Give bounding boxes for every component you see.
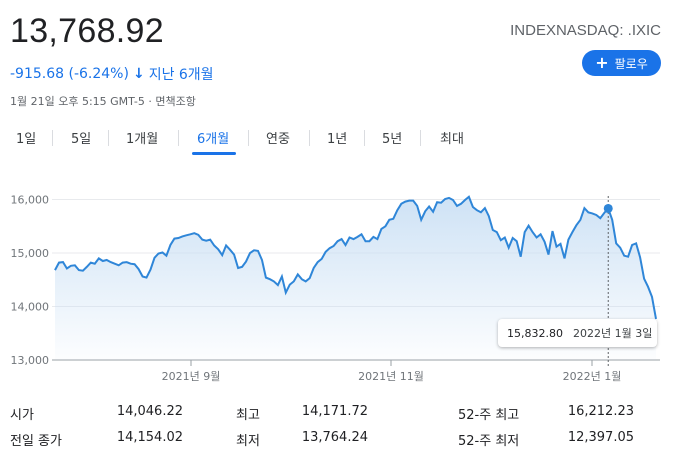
tab-divider (108, 130, 109, 146)
x-tick-label: 2021년 9월 (162, 370, 221, 383)
tab-divider (248, 130, 249, 146)
arrow-down-icon: ↓ (132, 66, 145, 82)
price-change: -915.68 (-6.24%) (10, 66, 129, 82)
stat-high-label: 최고 (236, 408, 260, 423)
tab-divider (52, 130, 53, 146)
stat-prev-close-label: 전일 종가 (10, 434, 62, 449)
plus-icon: + (595, 53, 609, 72)
change-row: -915.68 (-6.24%) ↓ 지난 6개월 (10, 64, 214, 84)
tab-divider (420, 130, 421, 146)
y-tick-label: 13,000 (11, 354, 50, 367)
price-chart[interactable]: 16,000 15,000 14,000 13,000 2021년 9월 2021년 1… (0, 176, 686, 388)
stat-low-value: 13,764.24 (301, 430, 368, 445)
tab-5d[interactable]: 5일 (71, 132, 92, 147)
tab-1y[interactable]: 1년 (327, 132, 348, 147)
y-tick-label: 14,000 (11, 301, 50, 314)
stat-open-label: 시가 (10, 408, 34, 423)
tab-divider (178, 130, 179, 146)
stat-52w-high-label: 52-주 최고 (458, 408, 520, 423)
ticker-symbol: INDEXNASDAQ: .IXIC (510, 22, 661, 39)
stat-open-value: 14,046.22 (116, 404, 183, 419)
y-tick-label: 15,000 (11, 247, 50, 260)
follow-label: 팔로우 (614, 56, 648, 71)
tab-ytd[interactable]: 연중 (266, 132, 290, 147)
timestamp[interactable]: 1월 21일 오후 5:15 GMT-5 · 면책조항 (10, 95, 196, 108)
active-tab-indicator (192, 152, 236, 155)
chart-tooltip: 15,832.80 2022년 1월 3일 (498, 319, 657, 347)
tab-1m[interactable]: 1개월 (126, 132, 159, 147)
follow-button[interactable]: + 팔로우 (582, 50, 661, 76)
tooltip-value: 15,832.80 (507, 326, 563, 340)
tooltip-date: 2022년 1월 3일 (572, 327, 653, 340)
hover-point (603, 203, 613, 213)
tab-divider (364, 130, 365, 146)
tab-divider (309, 130, 310, 146)
change-period: 지난 6개월 (148, 67, 214, 83)
stat-52w-low-value: 12,397.05 (567, 430, 634, 445)
stat-52w-low-label: 52-주 최저 (458, 434, 520, 449)
tab-6m[interactable]: 6개월 (197, 132, 230, 147)
y-tick-label: 16,000 (11, 194, 50, 207)
tab-max[interactable]: 최대 (440, 132, 464, 147)
x-tick-label: 2022년 1월 (563, 370, 622, 383)
stat-52w-high-value: 16,212.23 (567, 404, 634, 419)
price-line (54, 195, 657, 320)
tab-5y[interactable]: 5년 (382, 132, 403, 147)
stat-low-label: 최저 (236, 434, 260, 449)
stat-high-value: 14,171.72 (301, 404, 368, 419)
stat-prev-close-value: 14,154.02 (116, 430, 183, 445)
tab-1d[interactable]: 1일 (16, 132, 37, 147)
quote-price: 13,768.92 (10, 12, 164, 50)
x-tick-label: 2021년 11월 (358, 370, 424, 383)
